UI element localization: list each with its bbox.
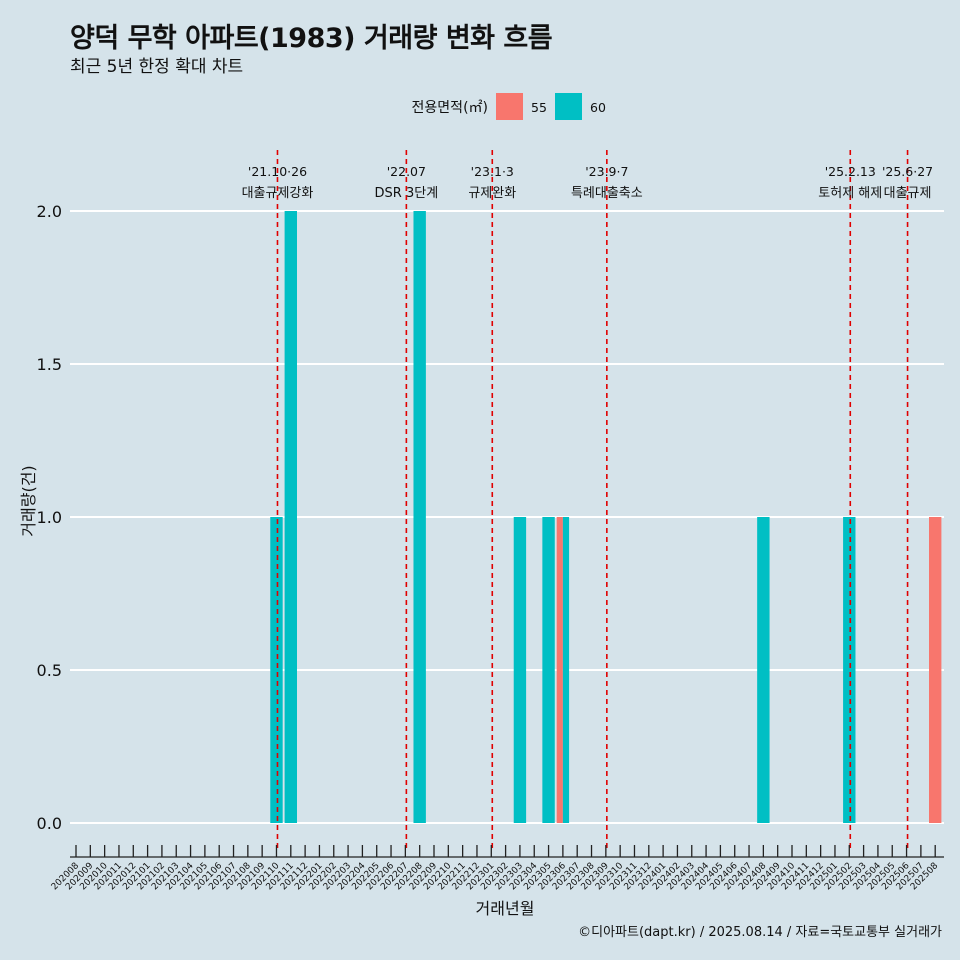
event-name-label: 규제완화 (468, 186, 516, 201)
bar-60-202110 (270, 517, 283, 823)
event-date-label: '25.2.13 (825, 164, 876, 179)
event-name-label: 특례대출축소 (571, 186, 643, 201)
event-name-label: 대출규제 (884, 186, 932, 201)
axis-layer: 0.00.51.01.52.02020082020092020102020112… (37, 202, 944, 892)
bar-60-202303 (513, 517, 527, 823)
bar-55-202306 (556, 517, 563, 823)
bar-60-202208 (413, 211, 426, 823)
legend-swatch-60 (555, 93, 582, 120)
event-name-label: 토허제 해제 (818, 186, 882, 201)
bar-60-202305 (542, 517, 555, 823)
annotation-layer: '21.10·26 대출규제강화 '22.07 DSR 3단계 '23.1·3 규제완화 '… (242, 150, 933, 852)
event-date-label: '23.1·3 (471, 164, 514, 179)
grid-layer (70, 210, 944, 824)
bar-60-202502 (843, 517, 856, 823)
y-tick-label: 0.0 (37, 814, 62, 833)
event-date-label: '23.9·7 (585, 164, 628, 179)
x-axis-label: 거래년월 (476, 899, 535, 918)
legend: 전용면적(㎡) 55 60 (412, 93, 606, 120)
chart-subtitle: 최근 5년 한정 확대 차트 (70, 57, 244, 77)
event-date-label: '22.07 (387, 164, 426, 179)
event-name-label: DSR 3단계 (375, 186, 439, 201)
y-tick-label: 1.0 (37, 508, 62, 527)
bar-layer (270, 211, 942, 823)
event-date-label: '21.10·26 (248, 164, 307, 179)
y-axis-label: 거래량(건) (19, 465, 38, 536)
bar-55-202508 (929, 517, 942, 823)
chart-title: 양덕 무학 아파트(1983) 거래량 변화 흐름 (70, 23, 553, 54)
bar-60-202306 (562, 517, 570, 823)
legend-swatch-55 (496, 93, 523, 120)
y-tick-label: 1.5 (37, 355, 62, 374)
bar-60-202111 (284, 211, 297, 823)
bar-60-202408 (757, 517, 770, 823)
source-caption: ©디아파트(dapt.kr) / 2025.08.14 / 자료=국토교통부 실… (578, 925, 942, 940)
legend-title: 전용면적(㎡) (412, 100, 488, 116)
y-tick-label: 0.5 (37, 661, 62, 680)
event-name-label: 대출규제강화 (242, 186, 314, 201)
event-date-label: '25.6·27 (882, 164, 933, 179)
legend-label-60: 60 (590, 100, 606, 115)
y-tick-label: 2.0 (37, 202, 62, 221)
legend-label-55: 55 (531, 100, 547, 115)
